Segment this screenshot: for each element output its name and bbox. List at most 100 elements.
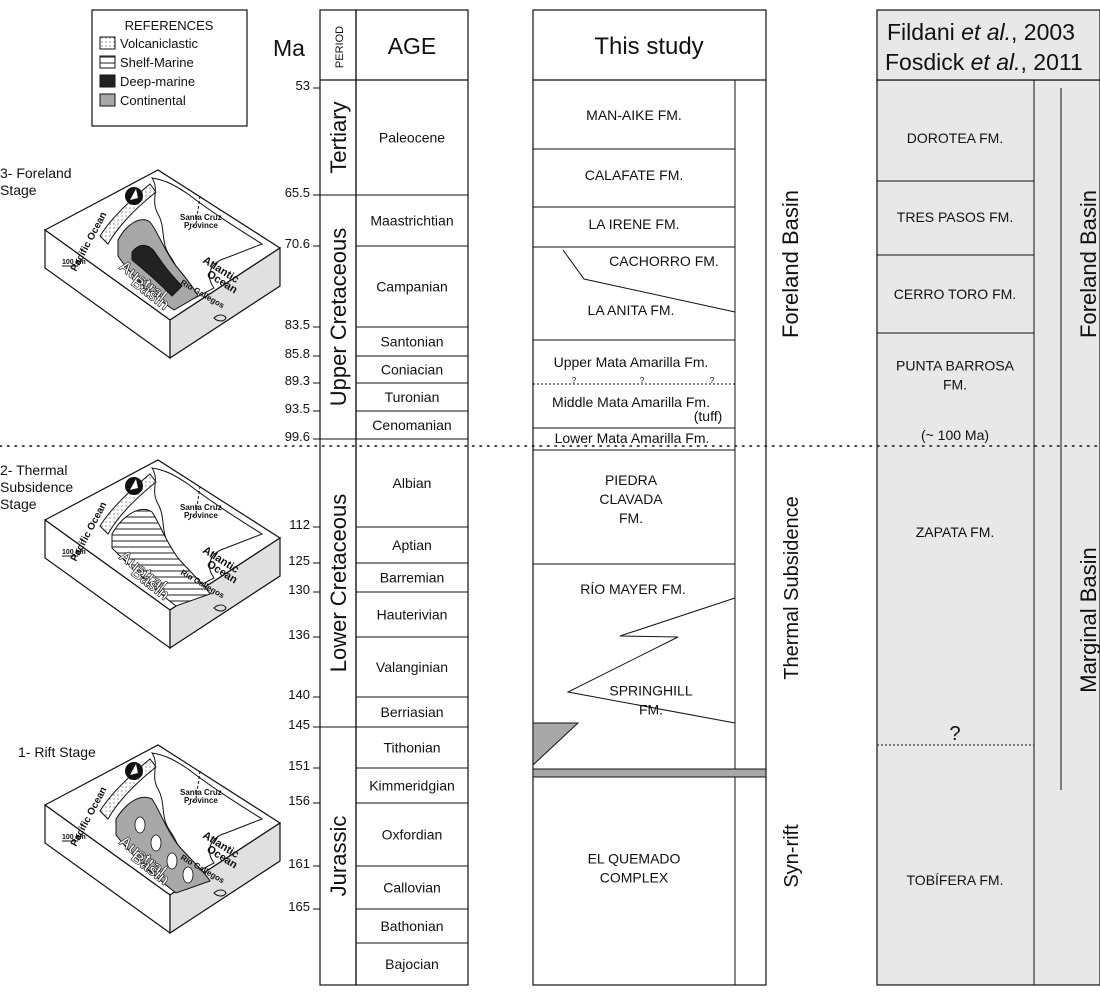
age-label: Albian <box>393 475 432 491</box>
study-formation-2-line-0: LA IRENE FM. <box>588 216 679 232</box>
age-column-frame <box>355 9 469 986</box>
swatch-shelf-marine <box>99 55 116 69</box>
ma-tick-label: 145 <box>288 717 310 732</box>
ma-tick-label: 83.5 <box>285 317 310 332</box>
ma-tick-label: 53 <box>296 78 310 93</box>
age-label: Turonian <box>385 389 440 405</box>
ma-tick-label: 85.8 <box>285 346 310 361</box>
age-label: Barremian <box>380 570 445 586</box>
period-label: Tertiary <box>326 101 351 173</box>
legend-deep-marine: Deep-marine <box>120 74 195 89</box>
study-formation-9-line-1: CLAVADA <box>599 491 663 507</box>
this-study-header: This study <box>594 33 703 60</box>
fossil-symbol <box>213 314 227 322</box>
ref-formation-2-line-0: CERRO TORO FM. <box>894 286 1016 302</box>
santa-cruz-label: Santa Cruz <box>180 503 222 512</box>
uncertain-boundary-mark: ? <box>640 376 645 385</box>
ma-tick-label: 70.6 <box>285 236 310 251</box>
age-label: Coniacian <box>381 362 443 378</box>
ref-formation-5-line-0: ZAPATA FM. <box>916 524 995 540</box>
north-arrow-pointer <box>130 764 138 775</box>
continental-band <box>532 768 767 778</box>
ma-tick-label: 136 <box>288 627 310 642</box>
ma-tick-label: 99.6 <box>285 429 310 444</box>
study-stage-label: Syn-rift <box>781 824 803 888</box>
legend-continental: Continental <box>120 93 186 108</box>
stage-caption-line: 1- Rift Stage <box>18 744 96 760</box>
age-header: AGE <box>388 33 437 59</box>
study-formation-11-line-0: SPRINGHILL <box>609 683 692 699</box>
swatch-deep-marine <box>99 74 116 88</box>
scale-bar-label: 100 km <box>62 259 86 266</box>
age-label: Tithonian <box>383 740 440 756</box>
ma-tick-label: 130 <box>288 582 310 597</box>
stage-caption-line: Stage <box>0 496 37 512</box>
uncertain-boundary-mark: ? <box>572 376 577 385</box>
rift-graben <box>166 852 178 870</box>
age-label: Cenomanian <box>372 417 451 433</box>
basin-deep-marine <box>131 245 183 297</box>
ref-formation-6-line-0: ? <box>949 723 960 745</box>
study-stage-label: Thermal Subsidence <box>781 496 803 679</box>
ref-formation-0-line-0: DOROTEA FM. <box>907 130 1003 146</box>
ref-formation-1-line-0: TRES PASOS FM. <box>897 209 1013 225</box>
study-formation-4-line-0: LA ANITA FM. <box>588 302 675 318</box>
study-formation-3-line-0: CACHORRO FM. <box>609 253 719 269</box>
stage-caption-line: 2- Thermal <box>0 462 67 478</box>
rift-graben <box>150 834 162 852</box>
ma-tick-label: 65.5 <box>285 185 310 200</box>
block-right-face <box>169 821 281 935</box>
rift-graben <box>182 866 194 884</box>
age-label: Bathonian <box>380 918 443 934</box>
basin-shelf-marine <box>111 509 211 607</box>
age-label: Hauterivian <box>377 607 448 623</box>
age-label: Campanian <box>376 279 448 295</box>
santa-cruz-label: Santa Cruz <box>180 213 222 222</box>
study-formation-9-line-0: PIEDRA <box>605 472 658 488</box>
references-title: REFERENCES <box>125 18 214 33</box>
ref-formation-7-line-0: TOBÍFERA FM. <box>907 872 1004 888</box>
ma-tick-label: 140 <box>288 687 310 702</box>
references-legend: REFERENCES Volcaniclastic Shelf-Marine D… <box>91 9 248 127</box>
continent-outline <box>150 752 264 874</box>
age-label: Bajocian <box>385 956 439 972</box>
north-arrow-pointer <box>130 189 138 200</box>
study-formation-12-line-1: COMPLEX <box>600 870 669 886</box>
fossil-symbol <box>213 889 227 897</box>
fossil-symbol <box>213 604 227 612</box>
age-label: Valanginian <box>376 659 448 675</box>
ma-tick-label: 151 <box>288 758 310 773</box>
block-right-face <box>169 536 281 650</box>
continent-outline <box>150 467 264 589</box>
ref-formation-4-line-0: (~ 100 Ma) <box>921 427 989 443</box>
age-label: Santonian <box>380 334 443 350</box>
reference-panel <box>876 79 1100 986</box>
age-label: Callovian <box>383 880 441 896</box>
ma-tick-label: 89.3 <box>285 373 310 388</box>
legend-volcaniclastic: Volcaniclastic <box>120 36 199 51</box>
scale-bar-label: 100 km <box>62 834 86 841</box>
study-formation-6-line-0: Middle Mata Amarilla Fm. <box>552 394 710 410</box>
swatch-continental <box>99 93 116 107</box>
cachorro-wedge-line <box>562 249 736 313</box>
continental-wedge <box>532 722 580 767</box>
ref-formation-3-line-1: FM. <box>943 377 967 393</box>
age-label: Berriasian <box>380 704 443 720</box>
ma-tick-label: 161 <box>288 856 310 871</box>
age-label: Aptian <box>392 537 432 553</box>
reference-header-line2: Fosdick et al., 2011 <box>885 49 1083 75</box>
santa-cruz-label: Santa Cruz <box>180 788 222 797</box>
study-formation-10-line-0: RÍO MAYER FM. <box>580 581 686 597</box>
swatch-volcaniclastic <box>99 36 116 50</box>
ref-author-1: Fildani <box>887 19 961 45</box>
reference-column: Fildani et al., 2003 Fosdick et al., 201… <box>876 9 1100 986</box>
ref-author-2: Fosdick <box>885 49 971 75</box>
springhill-zigzag <box>566 597 736 724</box>
ma-tick-label: 165 <box>288 899 310 914</box>
study-formation-7-line-0: (tuff) <box>694 408 723 424</box>
age-label: Oxfordian <box>382 827 443 843</box>
study-formation-0-line-0: MAN-AIKE FM. <box>586 107 682 123</box>
